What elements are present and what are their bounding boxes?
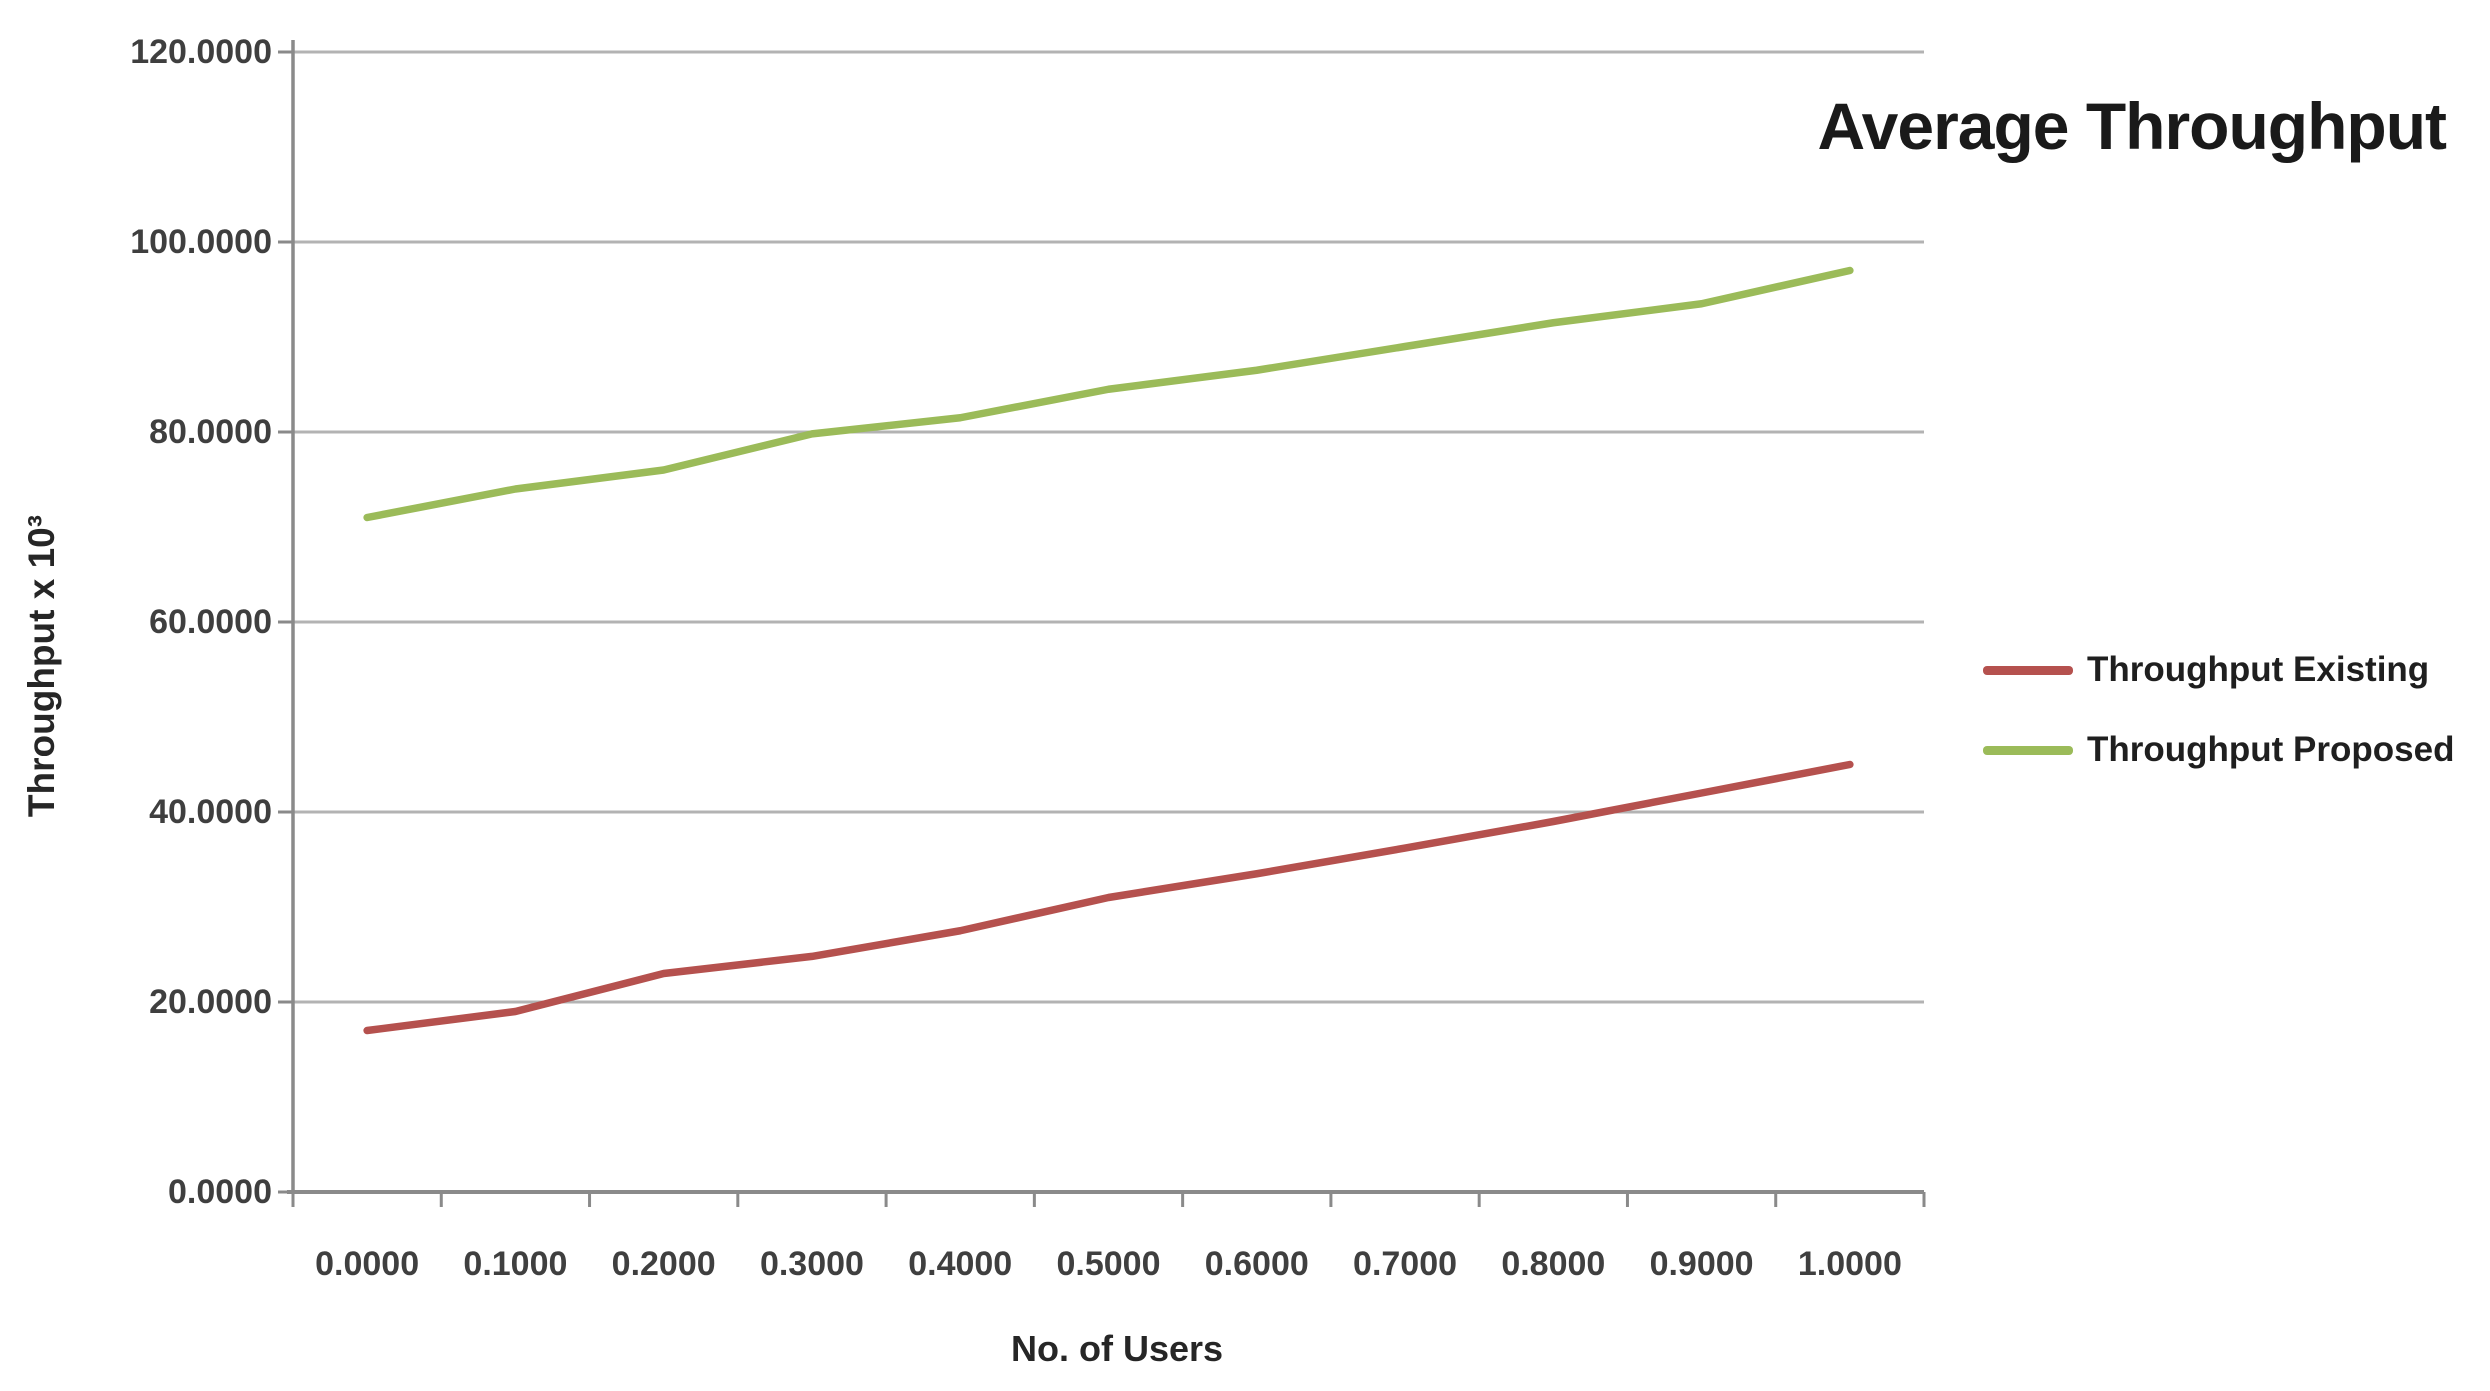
y-tick-label-20: 20.0000 bbox=[149, 983, 272, 1021]
x-tick-label-0.6000: 0.6000 bbox=[1204, 1245, 1309, 1283]
x-tick-label-0.1000: 0.1000 bbox=[463, 1245, 568, 1283]
legend-swatch-existing-line bbox=[1983, 665, 2073, 675]
series-line-existing bbox=[363, 760, 1854, 1035]
x-tick-label-0.3000: 0.3000 bbox=[759, 1245, 864, 1283]
x-tick-label-0.5000: 0.5000 bbox=[1056, 1245, 1161, 1283]
x-tick-label-0.7000: 0.7000 bbox=[1353, 1245, 1458, 1283]
legend-item-proposed: Throughput Proposed bbox=[1983, 730, 2454, 770]
x-tick-label-1.0000: 1.0000 bbox=[1797, 1245, 1902, 1283]
legend-label-existing: Throughput Existing bbox=[2087, 650, 2430, 689]
x-tick-label-0.8000: 0.8000 bbox=[1501, 1245, 1606, 1283]
y-tick-label-120: 120.0000 bbox=[130, 33, 272, 71]
y-tick-label-100: 100.0000 bbox=[130, 223, 272, 261]
x-axis-title: No. of Users bbox=[1010, 1328, 1224, 1369]
y-tick-label-0: 0.0000 bbox=[168, 1173, 272, 1211]
legend-label-proposed: Throughput Proposed bbox=[2087, 730, 2455, 769]
chart-title: Average Throughput bbox=[1817, 89, 2447, 163]
legend-swatch-proposed-line bbox=[1983, 745, 2073, 755]
legend: Throughput Existing Throughput Proposed bbox=[1983, 650, 2454, 770]
x-tick-label-0.2000: 0.2000 bbox=[611, 1245, 716, 1283]
y-axis-title: Throughput x 10³ bbox=[21, 514, 62, 818]
legend-item-existing: Throughput Existing bbox=[1983, 650, 2454, 690]
series-line-proposed bbox=[363, 266, 1854, 522]
y-tick-label-80: 80.0000 bbox=[149, 413, 272, 451]
x-tick-label-0.0000: 0.0000 bbox=[315, 1245, 420, 1283]
y-tick-label-40: 40.0000 bbox=[149, 793, 272, 831]
y-tick-label-60: 60.0000 bbox=[149, 603, 272, 641]
x-tick-label-0.9000: 0.9000 bbox=[1649, 1245, 1754, 1283]
x-tick-label-0.4000: 0.4000 bbox=[908, 1245, 1013, 1283]
